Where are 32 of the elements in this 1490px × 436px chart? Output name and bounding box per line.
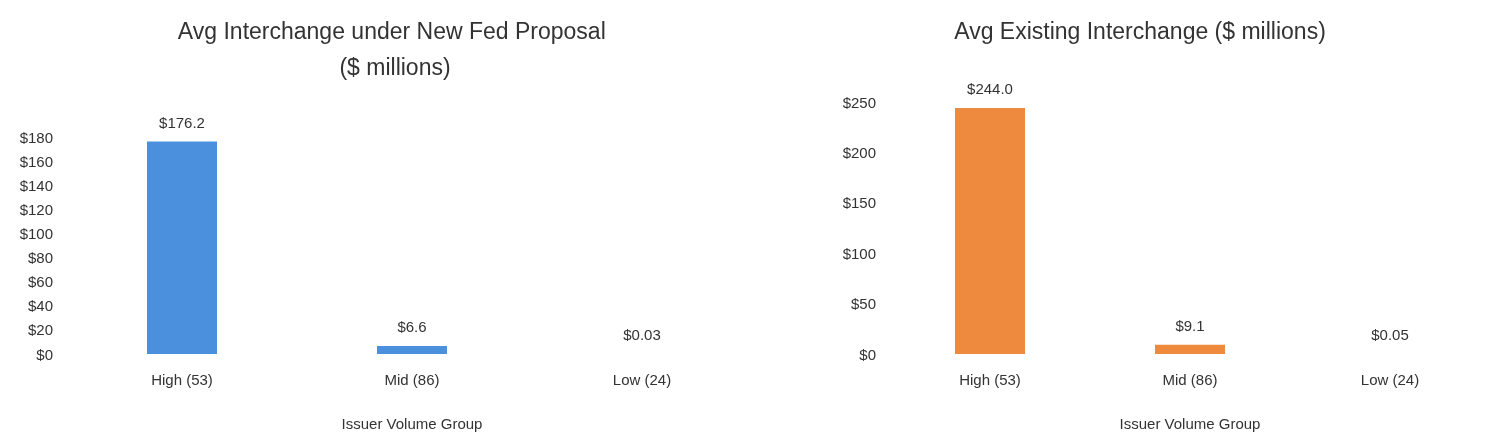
y-tick-label: $60 bbox=[27, 273, 53, 291]
x-axis-title: Issuer Volume Group bbox=[341, 415, 483, 432]
y-tick-label: $140 bbox=[19, 176, 53, 194]
x-tick-label: Low (24) bbox=[1360, 371, 1420, 388]
x-axis-title: Issuer Volume Group bbox=[1119, 415, 1261, 432]
x-tick-label: High (53) bbox=[151, 371, 213, 388]
chart-title: Avg Interchange under New Fed Proposal ($ millions) bbox=[177, 18, 613, 80]
data-label: $0.05 bbox=[1371, 325, 1409, 343]
y-tick-label: $100 bbox=[842, 244, 876, 262]
y-tick-label: $160 bbox=[19, 152, 53, 170]
y-tick-label: $180 bbox=[19, 128, 53, 146]
data-label: $6.6 bbox=[397, 318, 427, 336]
y-tick-label: $40 bbox=[27, 297, 53, 315]
y-tick-label: $200 bbox=[842, 143, 876, 161]
y-tick-label: $80 bbox=[27, 249, 53, 267]
chart-title: Avg Existing Interchange ($ millions) bbox=[954, 18, 1326, 44]
y-tick-label: $100 bbox=[19, 224, 53, 242]
x-tick-label: Mid (86) bbox=[384, 371, 440, 388]
data-label: $244.0 bbox=[967, 80, 1013, 98]
y-tick-label: $50 bbox=[850, 295, 876, 313]
y-tick-label: $0 bbox=[36, 345, 53, 363]
x-tick-label: Mid (86) bbox=[1162, 371, 1218, 388]
x-tick-label: Low (24) bbox=[612, 371, 672, 388]
data-label: $0.03 bbox=[623, 325, 661, 343]
y-tick-label: $0 bbox=[859, 345, 876, 363]
y-tick-label: $120 bbox=[19, 200, 53, 218]
y-tick-label: $20 bbox=[27, 321, 53, 339]
data-label: $176.2 bbox=[159, 113, 205, 131]
y-tick-label: $250 bbox=[842, 93, 876, 111]
data-label: $9.1 bbox=[1175, 316, 1205, 334]
y-tick-label: $150 bbox=[842, 194, 876, 212]
x-tick-label: High (53) bbox=[959, 371, 1021, 388]
